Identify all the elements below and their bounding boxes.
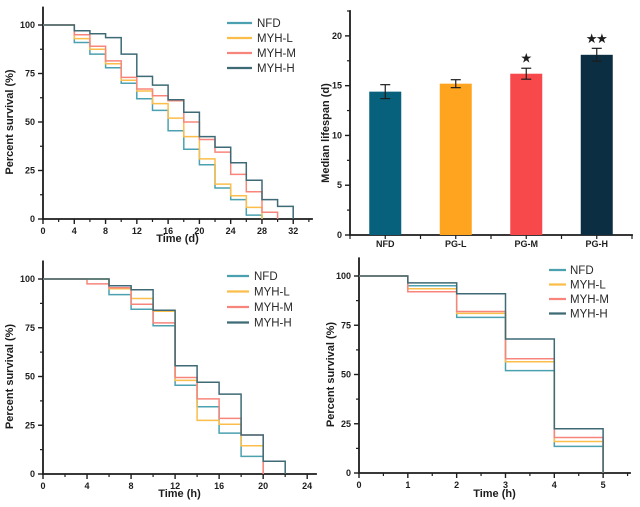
svg-text:0: 0 [40,481,45,491]
svg-text:75: 75 [341,320,351,330]
svg-text:2: 2 [454,480,459,490]
svg-text:5: 5 [601,480,606,490]
svg-text:50: 50 [341,370,351,380]
svg-text:20: 20 [194,226,204,236]
svg-text:5: 5 [337,180,342,190]
svg-text:MYH-M: MYH-M [254,302,293,314]
svg-text:32: 32 [288,226,298,236]
svg-text:Time (h): Time (h) [158,488,201,500]
median-lifespan-bar-chart: 0 5 10 15 20 NFD PG-L ★ PG-M ★★ PG-H Median lifespa… [320,10,633,249]
svg-text:100: 100 [336,271,351,281]
svg-text:25: 25 [25,420,35,430]
svg-text:MYH-H: MYH-H [570,309,608,321]
svg-text:100: 100 [20,20,35,30]
svg-text:16: 16 [214,481,224,491]
svg-text:★: ★ [521,52,532,65]
svg-text:NFD: NFD [570,265,594,277]
svg-text:15: 15 [332,81,342,91]
svg-text:0: 0 [346,468,351,478]
svg-text:8: 8 [129,481,134,491]
svg-text:24: 24 [302,481,312,491]
svg-text:20: 20 [258,481,268,491]
svg-text:PG-H: PG-H [586,239,609,249]
svg-text:24: 24 [226,226,236,236]
svg-text:0: 0 [30,214,35,224]
svg-text:PG-M: PG-M [515,239,539,249]
svg-text:16: 16 [163,226,173,236]
svg-text:20: 20 [332,31,342,41]
svg-text:PG-L: PG-L [445,239,467,249]
svg-text:4: 4 [72,226,77,236]
svg-text:3: 3 [503,480,508,490]
svg-text:★★: ★★ [586,32,607,45]
svg-text:100: 100 [20,274,35,284]
svg-text:0: 0 [30,469,35,479]
svg-text:4: 4 [552,480,557,490]
svg-text:MYH-L: MYH-L [254,287,290,299]
survival-hours-left-chart: 0 4 8 12 16 20 24 0 25 50 75 100 Time (h) Percent sur… [4,260,317,500]
svg-text:Percent survival (%): Percent survival (%) [4,69,16,174]
svg-text:10: 10 [332,130,342,140]
svg-text:8: 8 [103,226,108,236]
svg-text:0: 0 [337,230,342,240]
svg-text:75: 75 [25,323,35,333]
svg-text:25: 25 [25,166,35,176]
svg-text:75: 75 [25,69,35,79]
svg-text:Time (h): Time (h) [473,488,516,500]
svg-text:0: 0 [40,226,45,236]
svg-text:28: 28 [257,226,267,236]
svg-text:4: 4 [85,481,90,491]
svg-text:Percent survival (%): Percent survival (%) [4,324,16,429]
svg-text:MYH-L: MYH-L [570,280,606,292]
svg-text:MYH-H: MYH-H [257,63,295,75]
survival-days-chart: 0 4 8 12 16 20 24 28 32 0 25 50 75 100 Time (d) Percent… [4,6,313,245]
svg-text:MYH-H: MYH-H [254,318,292,330]
svg-text:12: 12 [170,481,180,491]
svg-text:Time (d): Time (d) [156,233,199,245]
svg-text:NFD: NFD [254,271,278,283]
svg-text:MYH-M: MYH-M [570,294,609,306]
svg-text:0: 0 [356,480,361,490]
svg-text:Median lifespan (d): Median lifespan (d) [320,83,332,183]
svg-text:MYH-M: MYH-M [257,48,296,60]
svg-text:50: 50 [25,372,35,382]
svg-text:50: 50 [25,117,35,127]
svg-text:NFD: NFD [376,239,395,249]
svg-text:MYH-L: MYH-L [257,33,293,45]
svg-text:Percent survival (%): Percent survival (%) [325,322,337,427]
svg-text:25: 25 [341,419,351,429]
svg-text:NFD: NFD [257,18,281,30]
svg-text:1: 1 [405,480,410,490]
svg-text:12: 12 [132,226,142,236]
